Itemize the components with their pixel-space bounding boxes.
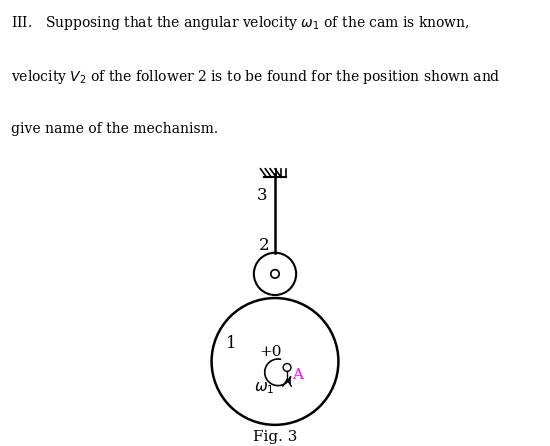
Text: A: A: [293, 368, 304, 382]
Text: $\omega_1$: $\omega_1$: [254, 381, 274, 396]
Text: +0: +0: [259, 345, 282, 359]
Text: 2: 2: [259, 237, 270, 254]
Text: Fig. 3: Fig. 3: [253, 430, 297, 444]
Text: 1: 1: [226, 335, 237, 352]
Text: 3: 3: [256, 187, 267, 204]
Text: velocity $V_2$ of the follower 2 is to be found for the position shown and: velocity $V_2$ of the follower 2 is to b…: [11, 68, 500, 86]
Text: III.   Supposing that the angular velocity $\omega_1$ of the cam is known,: III. Supposing that the angular velocity…: [11, 13, 470, 32]
Text: give name of the mechanism.: give name of the mechanism.: [11, 122, 218, 136]
